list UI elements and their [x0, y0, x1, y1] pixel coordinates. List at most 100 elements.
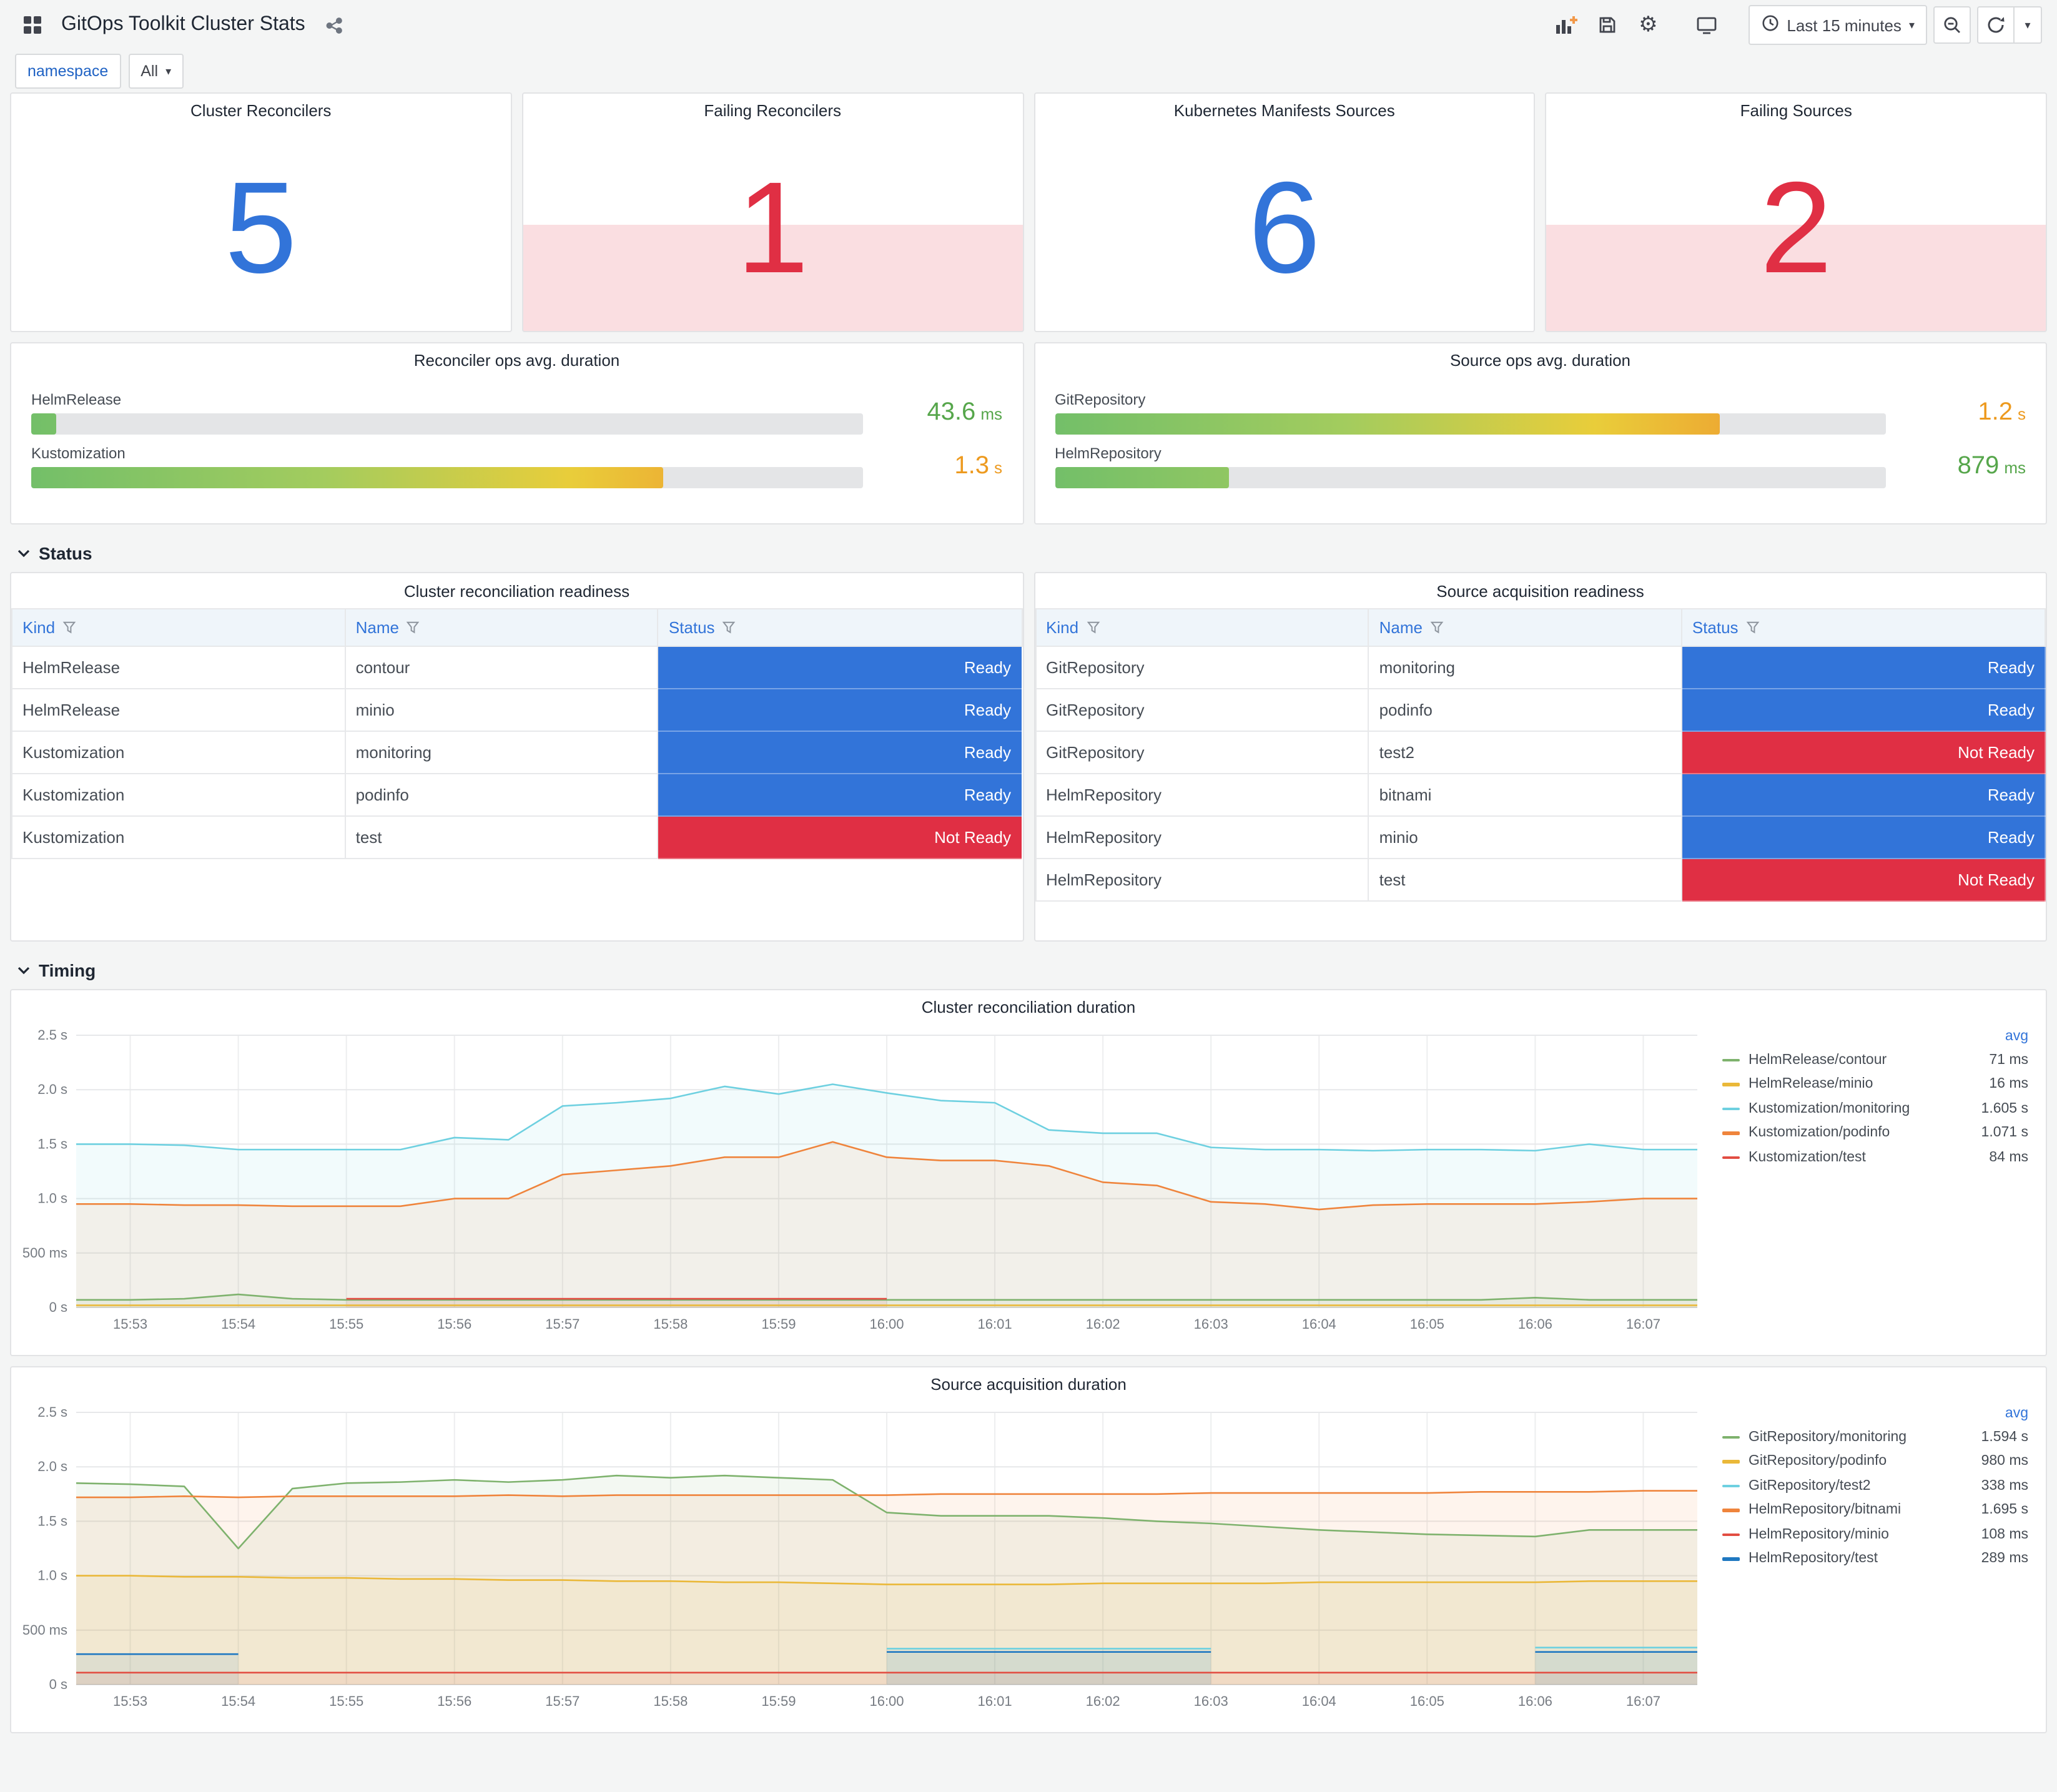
table-row: Kustomization podinfo Ready [11, 773, 1023, 817]
svg-text:16:02: 16:02 [1086, 1693, 1120, 1709]
panel-title[interactable]: Failing Sources [1740, 101, 1852, 119]
cell-kind: GitRepository [1035, 646, 1369, 689]
gauge-content: HelmRelease 43.6 ms Kustomization 1.3 s [11, 376, 1022, 501]
tv-mode-icon[interactable] [1689, 7, 1724, 42]
series-name[interactable]: HelmRelease/minio [1749, 1076, 1873, 1092]
panel-title[interactable]: Cluster reconciliation readiness [403, 581, 630, 600]
series-name[interactable]: GitRepository/podinfo [1749, 1454, 1887, 1469]
gauge-row-helmrepository: HelmRepository 879 ms [1055, 445, 2026, 488]
column-header-kind[interactable]: Kind [11, 608, 346, 647]
cell-status: Ready [1680, 815, 2046, 859]
table-header-row: Kind Name Status [11, 608, 1023, 647]
series-name[interactable]: HelmRepository/minio [1749, 1527, 1889, 1542]
save-dashboard-icon[interactable] [1589, 7, 1624, 42]
series-name[interactable]: Kustomization/podinfo [1749, 1125, 1890, 1141]
gauge-panels-row: Reconciler ops avg. duration HelmRelease 4… [10, 342, 2047, 524]
stat-panel-cluster-reconcilers: Cluster Reconcilers 5 [10, 92, 512, 332]
svg-text:16:06: 16:06 [1518, 1693, 1552, 1709]
source-acquisition-duration-plot[interactable]: 15:53 15:54 15:55 15:56 15:57 15:58 15:59 16:00… [16, 1400, 1715, 1715]
table-header-row: Kind Name Status [1035, 608, 2046, 647]
stat-body: 6 [1035, 126, 1534, 331]
series-avg-value: 1.594 s [1981, 1429, 2028, 1445]
series-avg-value: 1.605 s [1981, 1101, 2028, 1116]
svg-text:0 s: 0 s [49, 1299, 67, 1315]
panel-title[interactable]: Reconciler ops avg. duration [413, 350, 620, 369]
svg-text:2.5 s: 2.5 s [37, 1404, 67, 1420]
series-avg-value: 289 ms [1981, 1551, 2028, 1567]
svg-text:16:02: 16:02 [1086, 1316, 1120, 1332]
gauge-panel-source-ops-avg-duration: Source ops avg. duration GitRepository 1.2… [1033, 342, 2047, 524]
svg-text:16:07: 16:07 [1626, 1316, 1660, 1332]
filter-funnel-icon[interactable] [723, 621, 736, 634]
column-header-name[interactable]: Name [344, 608, 659, 647]
panel-title[interactable]: Source acquisition duration [930, 1374, 1127, 1393]
cell-kind: HelmRelease [11, 688, 346, 732]
column-header-status[interactable]: Status [657, 608, 1023, 647]
panel-title[interactable]: Cluster Reconcilers [190, 101, 332, 119]
svg-text:16:06: 16:06 [1518, 1316, 1552, 1332]
svg-text:15:53: 15:53 [113, 1693, 147, 1709]
settings-gear-icon[interactable]: ⚙ [1630, 7, 1665, 42]
series-name[interactable]: Kustomization/monitoring [1749, 1101, 1910, 1116]
series-name[interactable]: GitRepository/test2 [1749, 1478, 1871, 1494]
refresh-button[interactable] [1977, 6, 2015, 44]
column-header-name[interactable]: Name [1368, 608, 1682, 647]
panel-title[interactable]: Kubernetes Manifests Sources [1173, 101, 1395, 119]
series-name[interactable]: GitRepository/monitoring [1749, 1429, 1907, 1445]
panel-title[interactable]: Cluster reconciliation duration [921, 997, 1136, 1016]
series-name[interactable]: HelmRelease/contour [1749, 1052, 1887, 1068]
filter-funnel-icon[interactable] [407, 621, 420, 634]
variable-namespace-selected: All [141, 62, 159, 80]
filter-funnel-icon[interactable] [1430, 621, 1444, 634]
refresh-interval-dropdown[interactable]: ▾ [2015, 6, 2042, 44]
gauge-bar-fill [31, 467, 663, 488]
cell-status: Ready [657, 688, 1023, 732]
cell-name: monitoring [1368, 646, 1682, 689]
variable-namespace-value[interactable]: All ▾ [128, 54, 184, 89]
legend-item-helmrelease-contour: HelmRelease/contour 71 ms [1722, 1048, 2028, 1072]
cell-status: Ready [657, 731, 1023, 774]
dashboard-grid-icon[interactable] [15, 7, 50, 42]
cell-name: monitoring [344, 731, 659, 774]
svg-text:15:59: 15:59 [761, 1693, 796, 1709]
chevron-down-icon: ▾ [1908, 18, 1915, 31]
table-row: GitRepository podinfo Ready [1035, 688, 2046, 732]
cell-name: test [1368, 858, 1682, 902]
zoom-out-button[interactable] [1933, 6, 1971, 44]
variable-namespace-label[interactable]: namespace [15, 54, 121, 89]
filter-funnel-icon[interactable] [62, 621, 76, 634]
legend-avg-header[interactable]: avg [2005, 1029, 2028, 1044]
table-row: Kustomization monitoring Ready [11, 731, 1023, 774]
legend-item-kustomization-test: Kustomization/test 84 ms [1722, 1145, 2028, 1169]
legend-item-gitrepository-podinfo: GitRepository/podinfo 980 ms [1722, 1449, 2028, 1474]
cell-name: test2 [1368, 731, 1682, 774]
svg-text:16:05: 16:05 [1410, 1316, 1444, 1332]
panel-title[interactable]: Source acquisition readiness [1436, 581, 1644, 600]
time-range-picker[interactable]: Last 15 minutes ▾ [1748, 5, 1927, 45]
svg-text:500 ms: 500 ms [22, 1245, 67, 1261]
series-avg-value: 108 ms [1981, 1527, 2028, 1542]
filter-funnel-icon[interactable] [1086, 621, 1100, 634]
row-toggle-status[interactable]: Status [10, 534, 2047, 572]
panel-title[interactable]: Failing Reconcilers [704, 101, 842, 119]
legend-avg-header[interactable]: avg [2005, 1406, 2028, 1421]
series-color-dash [1722, 1156, 1740, 1159]
column-header-kind[interactable]: Kind [1035, 608, 1369, 647]
column-header-status[interactable]: Status [1680, 608, 2046, 647]
svg-text:16:01: 16:01 [978, 1316, 1012, 1332]
cell-kind: Kustomization [11, 773, 346, 817]
panel-title[interactable]: Source ops avg. duration [1449, 350, 1631, 369]
series-name[interactable]: HelmRepository/test [1749, 1551, 1878, 1567]
row-timing-label: Timing [39, 960, 96, 980]
cluster-reconciliation-duration-plot[interactable]: 15:53 15:54 15:55 15:56 15:57 15:58 15:59 16:00… [16, 1023, 1715, 1337]
gauge-bar-track [31, 467, 862, 488]
series-name[interactable]: Kustomization/test [1749, 1150, 1866, 1165]
series-name[interactable]: HelmRepository/bitnami [1749, 1502, 1902, 1518]
alert-threshold-band [523, 224, 1022, 331]
share-icon[interactable] [317, 7, 352, 42]
series-avg-value: 16 ms [1989, 1076, 2028, 1092]
row-toggle-timing[interactable]: Timing [10, 952, 2047, 989]
filter-funnel-icon[interactable] [1746, 621, 1760, 634]
add-panel-button[interactable] [1548, 7, 1583, 42]
series-color-dash [1722, 1083, 1740, 1086]
